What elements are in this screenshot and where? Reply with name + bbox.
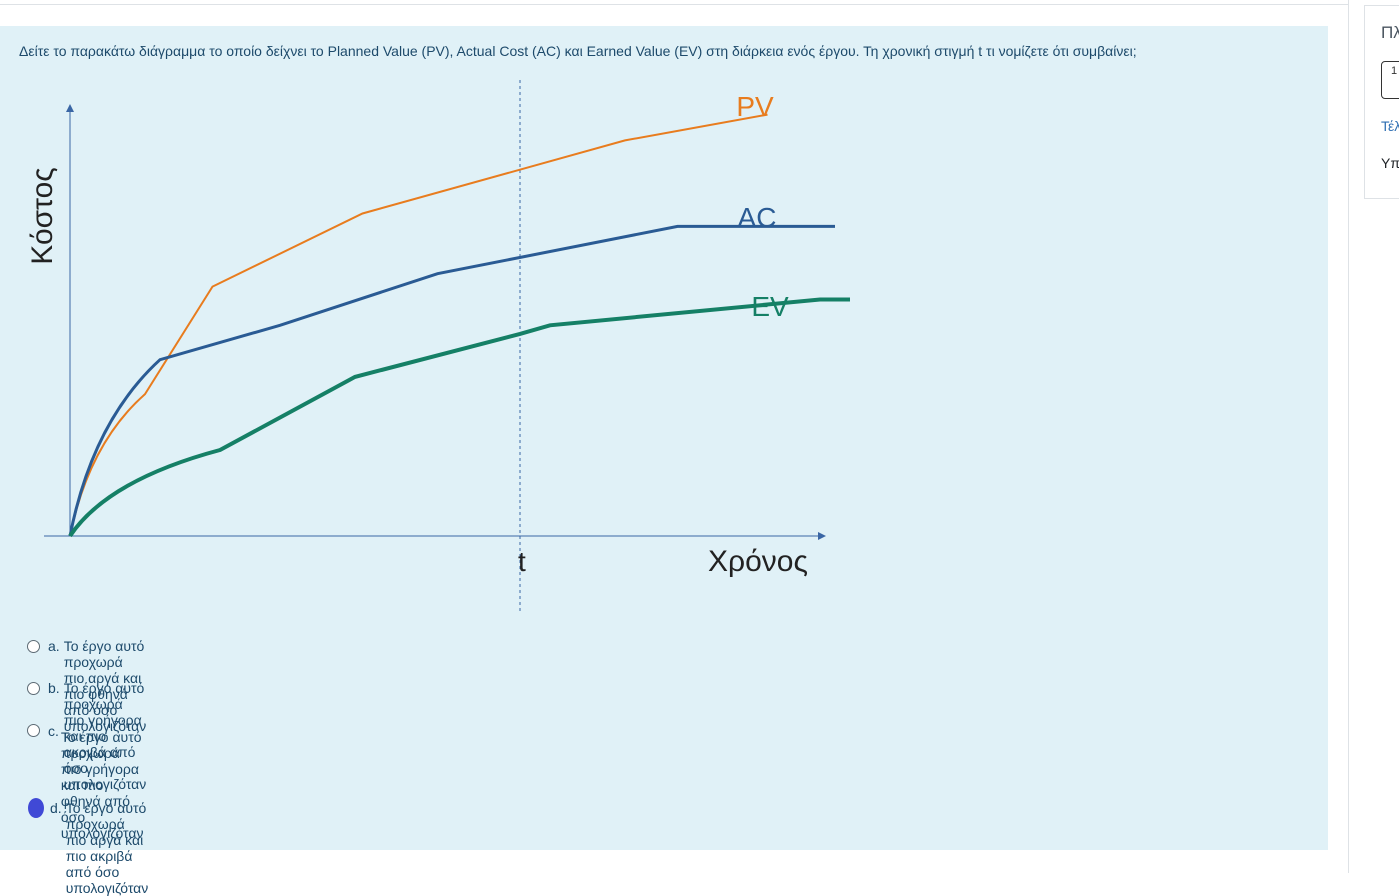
- ac-line: [68, 224, 835, 537]
- answer-text-b: Το έργο αυτό προχωρά πιο γρήγορα και πιο…: [63, 680, 147, 792]
- radio-b[interactable]: [27, 682, 40, 695]
- quiz-navigation-block: Πλ 1 Τέλ Υπ: [1364, 5, 1399, 199]
- time-remaining-text: Υπ: [1381, 155, 1399, 171]
- answer-option-a[interactable]: a. Το έργο αυτό προχωρά πιο αργά και πιο…: [27, 638, 146, 734]
- answer-option-b[interactable]: b. Το έργο αυτό προχωρά πιο γρήγορα και …: [27, 680, 146, 792]
- radio-d-selected[interactable]: [28, 798, 44, 818]
- ev-line: [68, 297, 850, 538]
- y-axis-arrow: [66, 104, 74, 112]
- answer-letter-c: c.: [48, 723, 59, 739]
- answer-letter-a: a.: [48, 638, 60, 654]
- finish-attempt-link[interactable]: Τέλ: [1381, 118, 1399, 134]
- quiz-nav-title: Πλ: [1381, 23, 1399, 42]
- answer-letter-b: b.: [48, 680, 60, 696]
- answer-option-d[interactable]: d. Το έργο αυτό προχωρά πιο αργά και πιο…: [27, 798, 149, 896]
- answer-text-a: Το έργο αυτό προχωρά πιο αργά και πιο φθ…: [63, 638, 147, 734]
- answer-letter-d: d.: [50, 800, 62, 816]
- ev-series-label: EV: [751, 291, 789, 322]
- question-nav-button-1[interactable]: 1: [1381, 61, 1399, 99]
- x-axis-arrow: [818, 532, 826, 540]
- x-axis-label: Χρόνος: [708, 545, 808, 578]
- column-divider: [1348, 0, 1349, 873]
- answer-text-d: Το έργο αυτό προχωρά πιο αργά και πιο ακ…: [65, 800, 149, 896]
- radio-c[interactable]: [27, 724, 40, 737]
- t-label: t: [518, 546, 526, 577]
- evm-chart: t Χρόνος Κόστος PV AC EV: [26, 80, 850, 611]
- pv-series-label: PV: [736, 91, 774, 122]
- answer-option-c[interactable]: c. Το έργο αυτό προχωρά πιο γρήγορα και …: [27, 723, 144, 841]
- y-axis-label: Κόστος: [26, 167, 59, 264]
- question-text: Δείτε το παρακάτω διάγραμμα το οποίο δεί…: [19, 43, 1137, 59]
- radio-a[interactable]: [27, 640, 40, 653]
- pv-line: [69, 113, 768, 537]
- answer-text-c: Το έργο αυτό προχωρά πιο γρήγορα και πιο…: [60, 729, 144, 841]
- question-nav-number: 1: [1391, 65, 1398, 77]
- top-rule: [0, 4, 1349, 5]
- ac-series-label: AC: [738, 202, 777, 233]
- question-card: Δείτε το παρακάτω διάγραμμα το οποίο δεί…: [0, 26, 1328, 850]
